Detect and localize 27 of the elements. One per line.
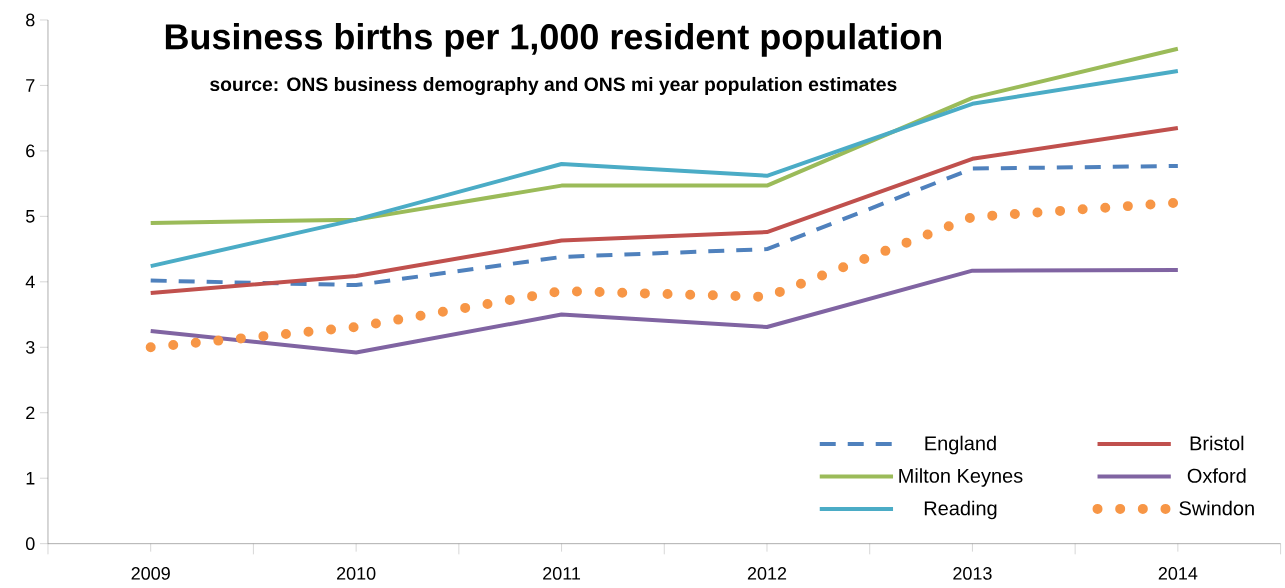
text: source: ONS business demography and ONS mi year population estimates — [210, 77, 897, 96]
y-tick-label: 3 — [25, 341, 35, 354]
line-series — [148, 69, 1180, 269]
y-tick-label: 6 — [26, 144, 35, 158]
legend-label: Oxford — [1187, 468, 1246, 484]
y-tick-label: 7 — [26, 79, 35, 92]
y-tick-label: 2 — [26, 406, 35, 420]
x-tick-label: 2009 — [131, 567, 170, 580]
legend-label: Milton Keynes — [899, 468, 1023, 487]
x-tick-label: 2012 — [747, 567, 787, 580]
legend-label: England — [925, 435, 996, 455]
legend-label: Bristol — [1190, 435, 1244, 451]
y-tick-label: 1 — [26, 472, 35, 485]
chart-title: Business births per 1,000 resident population — [165, 23, 941, 57]
x-tick-label: 2014 — [1158, 567, 1198, 580]
x-tick-label: 2011 — [543, 567, 581, 580]
x-tick-label: 2013 — [953, 567, 992, 580]
y-tick-label: 4 — [25, 275, 35, 289]
x-tick-label: 2010 — [337, 567, 376, 580]
legend-label: Swindon — [1179, 500, 1254, 516]
line-series — [148, 164, 1180, 288]
y-tick-label: 5 — [25, 210, 35, 223]
y-tick-label: 0 — [25, 537, 35, 551]
line-series — [148, 126, 1180, 296]
y-tick-label: 8 — [26, 13, 35, 27]
line-series — [148, 268, 1180, 355]
legend-label: Reading — [924, 500, 997, 520]
